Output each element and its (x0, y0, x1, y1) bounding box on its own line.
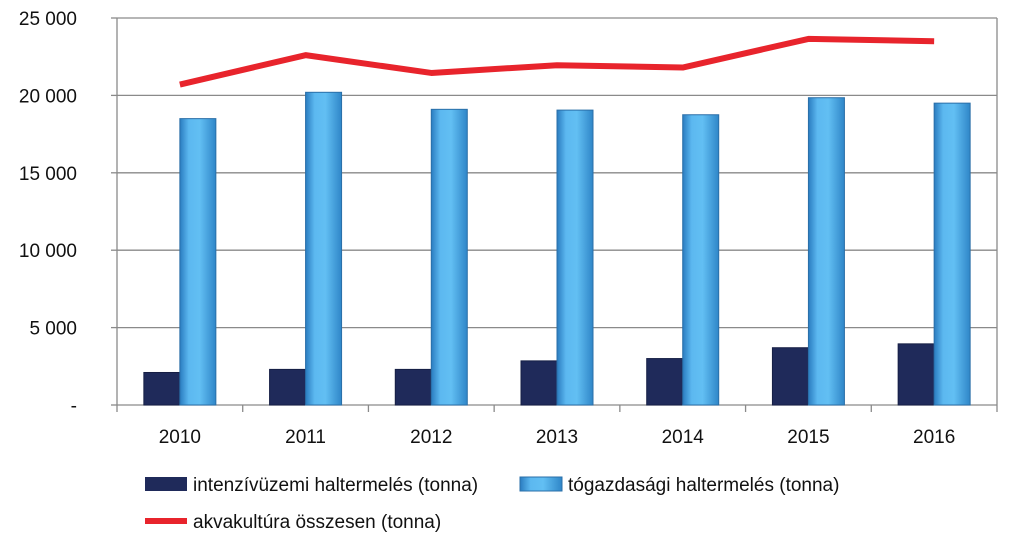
axes (111, 17, 998, 412)
bar-pond-2016 (933, 102, 971, 406)
legend-swatch-pond (519, 476, 563, 492)
bar-pond-2015 (807, 97, 845, 406)
bar-intensive-2015 (771, 347, 809, 406)
x-tick-label-2012: 2012 (410, 427, 452, 448)
x-tick-label-2010: 2010 (159, 427, 201, 448)
y-tick-label: 10 000 (19, 241, 77, 262)
x-tick-label-2011: 2011 (285, 427, 326, 448)
bar-intensive-2011 (269, 368, 307, 406)
legend-label-intensive: intenzívüzemi haltermelés (tonna) (193, 475, 478, 496)
bar-intensive-2016 (897, 343, 935, 406)
legend-label-pond: tógazdasági haltermelés (tonna) (568, 475, 839, 496)
bar-pond-2010 (179, 118, 217, 406)
y-tick-label: - (71, 396, 77, 417)
bar-intensive-2012 (394, 368, 432, 406)
bars (143, 91, 971, 406)
bar-pond-2013 (556, 109, 594, 406)
x-tick-label-2014: 2014 (662, 427, 705, 448)
y-tick-label: 5 000 (29, 319, 77, 340)
line-total-aquaculture (179, 35, 935, 88)
bar-pond-2014 (682, 114, 720, 406)
legend-swatch-intensive (145, 477, 187, 491)
legend-label-total: akvakultúra összesen (tonna) (193, 512, 441, 533)
bar-pond-2012 (430, 108, 468, 406)
bar-pond-2011 (305, 91, 343, 406)
line-series (179, 35, 935, 88)
bar-intensive-2010 (143, 371, 181, 406)
x-tick-label-2016: 2016 (913, 427, 955, 448)
y-tick-label: 20 000 (19, 86, 77, 107)
legend: intenzívüzemi haltermelés (tonna) tógazda… (145, 475, 839, 533)
bar-intensive-2013 (520, 360, 558, 406)
x-tick-label-2015: 2015 (787, 427, 829, 448)
x-tick-label-2013: 2013 (536, 427, 578, 448)
y-tick-label: 25 000 (19, 9, 77, 30)
tick-labels: - 5 000 10 000 15 000 20 000 25 000 2010 2011 20… (19, 9, 955, 448)
bar-intensive-2014 (646, 358, 684, 406)
y-tick-label: 15 000 (19, 164, 77, 185)
